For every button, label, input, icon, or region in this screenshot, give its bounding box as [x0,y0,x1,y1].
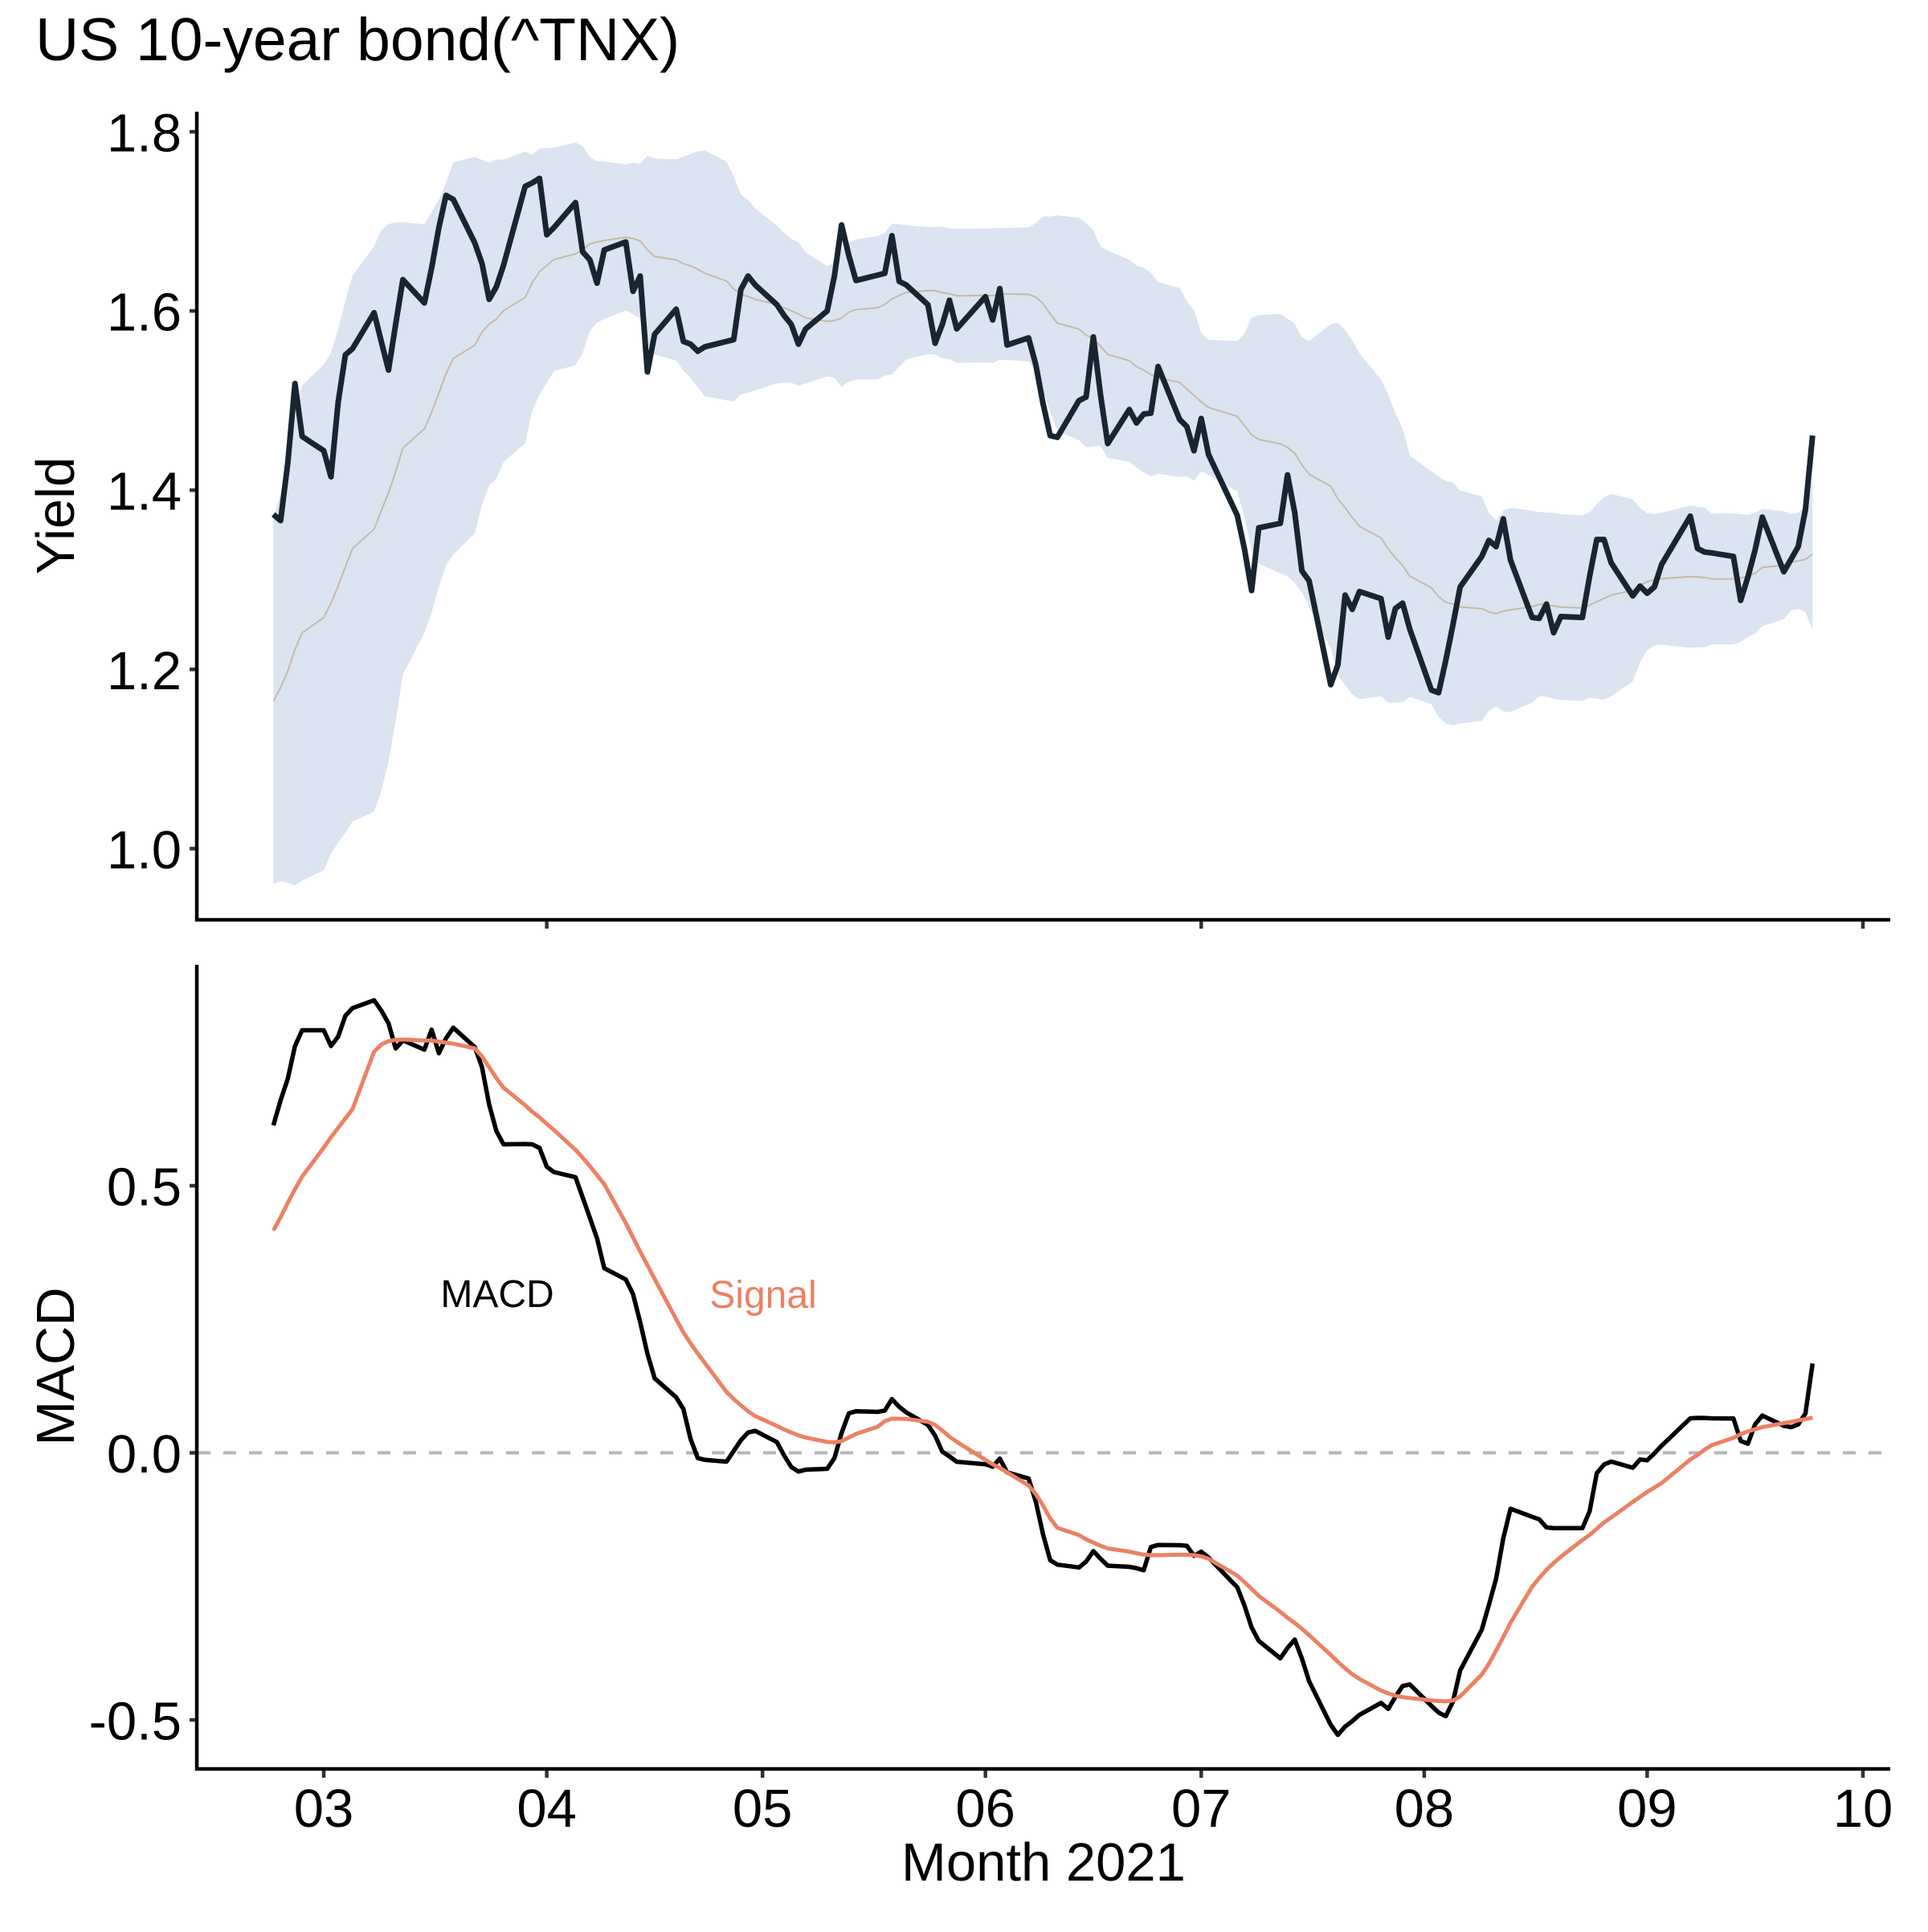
svg-text:03: 03 [294,1779,354,1839]
svg-text:Signal: Signal [709,1274,816,1317]
svg-text:1.6: 1.6 [107,283,182,343]
svg-text:09: 09 [1617,1779,1677,1839]
svg-text:06: 06 [955,1779,1015,1839]
svg-text:Month 2021: Month 2021 [901,1832,1186,1893]
svg-text:1.4: 1.4 [107,462,182,522]
svg-text:-0.5: -0.5 [89,1692,182,1752]
svg-text:MACD: MACD [440,1273,553,1316]
svg-text:Yield: Yield [26,457,86,575]
svg-text:08: 08 [1395,1779,1455,1839]
svg-text:1.8: 1.8 [107,104,182,164]
svg-text:04: 04 [517,1779,577,1839]
svg-text:0.5: 0.5 [107,1158,182,1218]
svg-text:0.0: 0.0 [107,1424,182,1485]
svg-text:07: 07 [1171,1779,1232,1839]
svg-text:1.0: 1.0 [107,820,182,880]
svg-text:MACD: MACD [26,1287,86,1445]
svg-text:05: 05 [733,1779,793,1839]
svg-text:US 10-year bond(^TNX): US 10-year bond(^TNX) [35,6,680,73]
svg-text:10: 10 [1833,1779,1893,1839]
svg-text:1.2: 1.2 [107,641,182,701]
